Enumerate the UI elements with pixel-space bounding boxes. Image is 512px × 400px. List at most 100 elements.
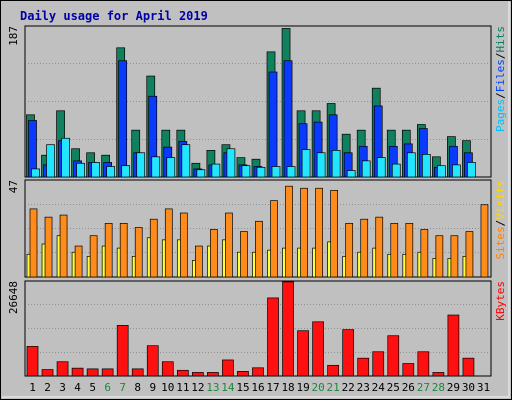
bar-pages-day-15: [241, 165, 251, 178]
day-label-15: 15: [236, 381, 249, 394]
bar-sites-day-20: [315, 187, 323, 278]
bar-kbytes-day-10: [161, 361, 174, 377]
bar-sites-day-5: [89, 235, 98, 278]
bar-pages-day-12: [196, 169, 206, 178]
bar-kbytes-day-7: [116, 325, 129, 377]
legend-entry-separator: /: [494, 92, 507, 99]
bar-kbytes-day-2: [41, 369, 54, 377]
bar-kbytes-day-28: [432, 372, 445, 377]
panel-top-plot-area: [24, 25, 492, 178]
bar-sites-day-3: [59, 214, 68, 278]
day-label-17: 17: [266, 381, 279, 394]
day-label-31: 31: [477, 381, 490, 394]
bar-kbytes-day-8: [131, 368, 144, 377]
bar-pages-day-30: [467, 162, 476, 178]
bar-sites-day-17: [270, 200, 278, 278]
bar-kbytes-day-26: [402, 363, 415, 377]
day-label-18: 18: [281, 381, 294, 394]
bar-kbytes-day-1: [26, 346, 39, 377]
chart-title: Daily usage for April 2019: [20, 9, 208, 23]
day-label-10: 10: [161, 381, 174, 394]
bar-pages-day-14: [226, 148, 236, 178]
bar-kbytes-day-18: [282, 281, 294, 377]
bar-sites-day-10: [164, 208, 173, 278]
panel-top-max-label: 187: [7, 26, 20, 46]
bar-pages-day-3: [61, 137, 70, 178]
day-label-16: 16: [251, 381, 264, 394]
day-axis: 1 2 3 4 5 6 7 8 9 10 11 12 13 14 15 16 17 18 19 20 21 22 23 24 2…: [29, 381, 490, 394]
bar-sites-day-6: [104, 222, 113, 278]
day-label-8: 8: [134, 381, 141, 394]
bar-pages-day-22: [346, 170, 356, 178]
bar-pages-day-6: [106, 166, 116, 178]
bar-kbytes-day-19: [297, 330, 309, 377]
bar-pages-day-16: [256, 166, 266, 178]
bar-pages-day-9: [151, 156, 161, 178]
bar-pages-day-23: [361, 160, 371, 178]
day-label-23: 23: [357, 381, 370, 394]
bar-pages-day-28: [437, 165, 446, 178]
bar-pages-day-25: [391, 163, 401, 178]
bar-sites-day-22: [345, 222, 354, 278]
bar-kbytes-day-11: [176, 369, 189, 377]
day-label-4: 4: [74, 381, 81, 394]
bar-files-day-18: [283, 60, 293, 178]
day-label-30: 30: [462, 381, 475, 394]
bar-kbytes-day-5: [86, 368, 99, 377]
bar-sites-day-23: [360, 218, 369, 278]
day-label-28: 28: [432, 381, 445, 394]
bar-sites-day-12: [195, 245, 203, 278]
legend-entry-separator: /: [494, 53, 507, 60]
bar-kbytes-day-27: [417, 351, 430, 377]
bar-sites-day-15: [240, 231, 248, 278]
bar-sites-day-2: [44, 216, 53, 278]
day-label-6: 6: [104, 381, 111, 394]
panel-middle-max-label: 47: [7, 180, 20, 193]
bar-kbytes-day-22: [342, 329, 355, 377]
bar-pages-day-10: [166, 157, 176, 178]
bar-sites-day-1: [29, 208, 38, 278]
day-label-27: 27: [417, 381, 430, 394]
bar-kbytes-day-15: [237, 371, 249, 377]
day-label-12: 12: [191, 381, 204, 394]
bar-pages-day-13: [211, 163, 221, 178]
bar-pages-day-5: [91, 162, 100, 178]
legend-entry-sites: Sites: [494, 226, 507, 259]
bar-kbytes-day-9: [146, 345, 159, 377]
bar-pages-day-18: [286, 166, 296, 178]
panel-bottom-max-label: 26648: [7, 281, 20, 314]
bar-kbytes-day-20: [312, 321, 324, 377]
bar-kbytes-day-13: [207, 372, 219, 377]
panel-bottom-legend: KBytes: [494, 281, 507, 321]
day-label-14: 14: [221, 381, 235, 394]
bar-sites-day-25: [390, 222, 399, 278]
day-label-5: 5: [89, 381, 96, 394]
day-label-1: 1: [29, 381, 36, 394]
day-label-13: 13: [206, 381, 219, 394]
bar-kbytes-day-6: [101, 368, 114, 377]
bar-kbytes-day-4: [71, 367, 84, 377]
bar-sites-day-29: [450, 235, 459, 278]
day-label-19: 19: [296, 381, 309, 394]
bar-sites-day-27: [420, 229, 429, 278]
bar-pages-day-19: [301, 149, 311, 178]
panel-top-legend: Pages/Files/Hits: [494, 26, 507, 132]
day-label-25: 25: [387, 381, 400, 394]
bar-kbytes-day-29: [447, 314, 460, 377]
legend-entry-pages: Pages: [494, 99, 507, 132]
bar-pages-day-26: [406, 152, 416, 178]
bar-kbytes-day-25: [387, 335, 400, 377]
bar-sites-day-4: [74, 245, 83, 278]
bar-pages-day-17: [271, 166, 281, 178]
bar-pages-day-7: [121, 165, 131, 178]
bar-pages-day-21: [331, 150, 341, 178]
day-label-29: 29: [447, 381, 460, 394]
bar-pages-day-11: [181, 144, 191, 178]
bar-pages-day-20: [316, 152, 326, 178]
bar-pages-day-4: [76, 162, 85, 178]
day-label-21: 21: [327, 381, 340, 394]
bar-kbytes-day-17: [267, 297, 279, 377]
bar-files-day-7: [118, 60, 128, 178]
bar-sites-day-31: [480, 204, 489, 278]
